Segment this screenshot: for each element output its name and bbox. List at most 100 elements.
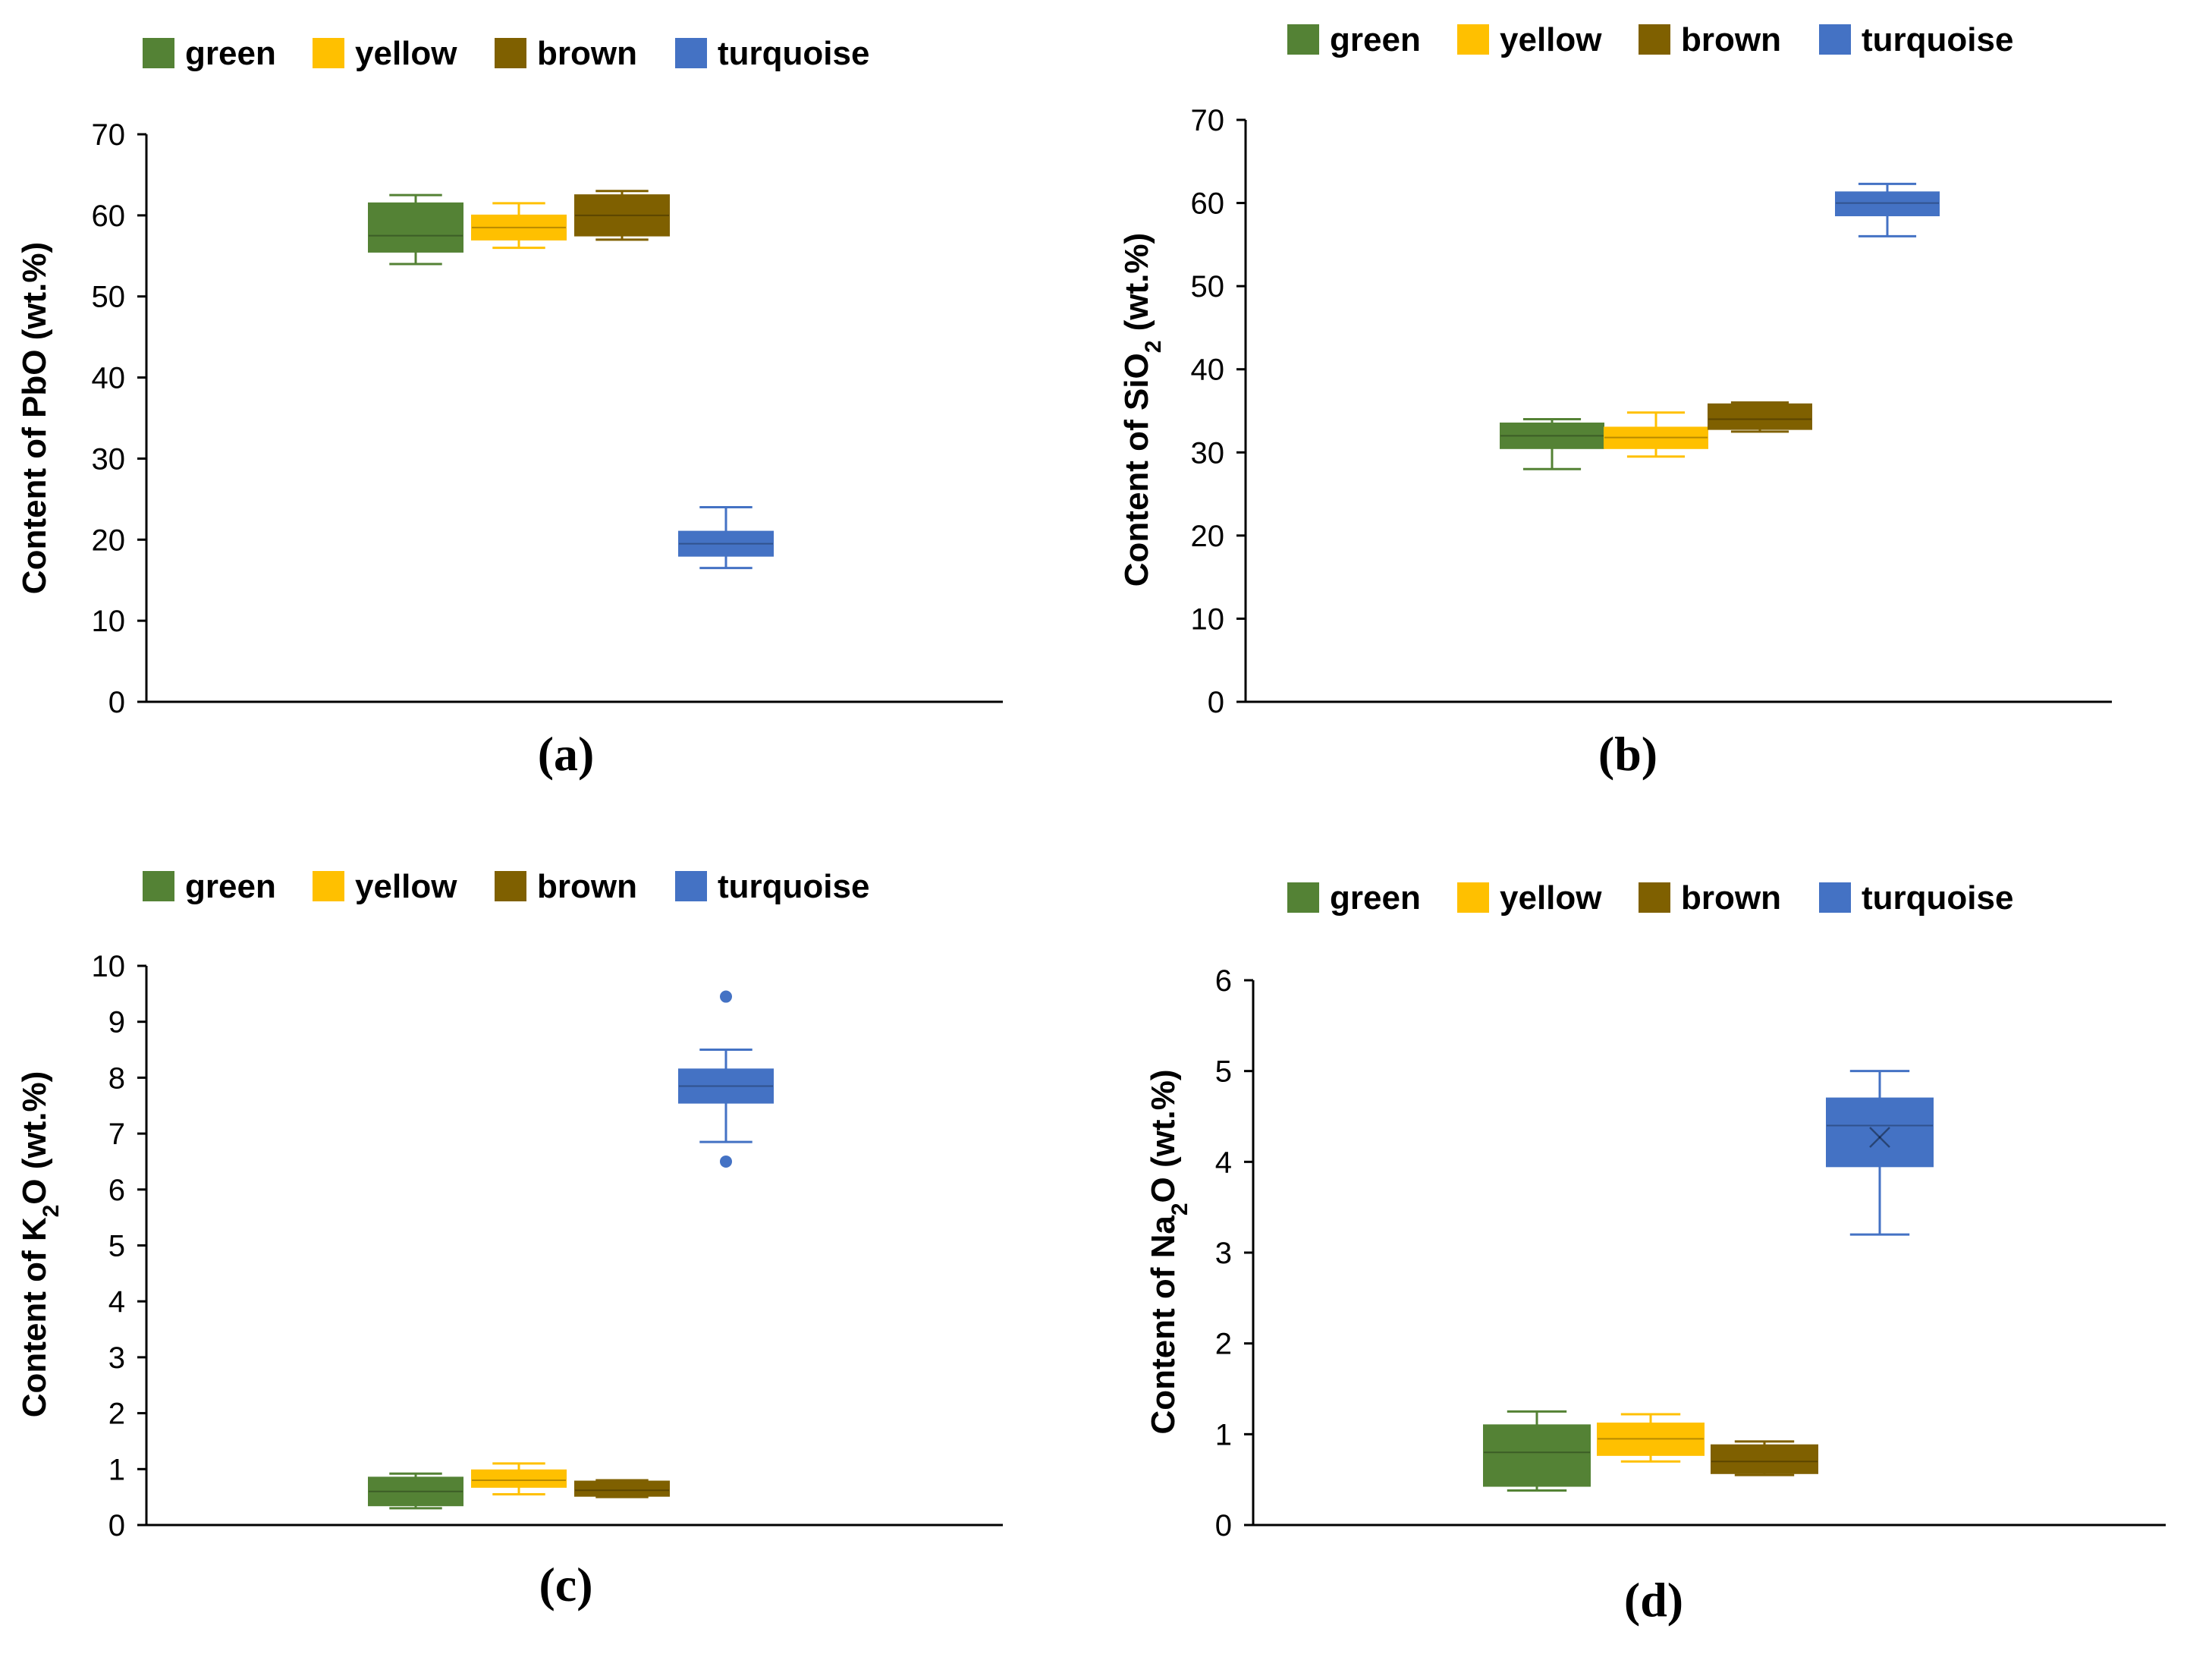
y-axis-title-main: Content of Na — [1145, 1215, 1182, 1435]
box-yellow — [1604, 411, 1708, 458]
box-body — [1597, 1422, 1705, 1456]
y-tick-label: 50 — [1191, 270, 1225, 303]
box-body — [368, 1476, 463, 1507]
y-tick-label: 6 — [1215, 964, 1232, 998]
legend-label: green — [1330, 879, 1421, 917]
y-tick-label: 1 — [1215, 1418, 1232, 1451]
y-tick-label: 0 — [108, 1509, 125, 1542]
y-tick-label: 70 — [92, 118, 126, 152]
legend-label: turquoise — [1862, 879, 2013, 917]
box-turquoise — [678, 990, 774, 1168]
legend: green yellow brown turquoise — [143, 35, 869, 72]
legend-label: turquoise — [718, 868, 869, 905]
box-body — [1500, 422, 1604, 449]
box-yellow — [471, 1462, 567, 1495]
y-tick-label: 2 — [1215, 1328, 1232, 1361]
chart-panel: green yellow brown turquoise 0 1 2 3 4 5 6 Content … — [1145, 879, 2166, 1627]
outlier-point — [720, 990, 732, 1003]
y-axis-title-unit: (wt.%) — [16, 242, 53, 350]
legend-swatch — [1819, 882, 1851, 913]
box-green — [368, 1472, 463, 1510]
y-tick-label: 70 — [1191, 104, 1225, 137]
legend: green yellow brown turquoise — [1287, 879, 2013, 917]
box-body — [1711, 1444, 1818, 1474]
panel-label: (b) — [1598, 727, 1657, 781]
y-tick-label: 10 — [1191, 602, 1225, 636]
box-body — [1483, 1424, 1591, 1487]
y-tick-label: 3 — [1215, 1237, 1232, 1270]
y-tick-label: 40 — [92, 362, 126, 395]
mean-marker — [1869, 1127, 1890, 1148]
legend-swatch — [143, 871, 174, 901]
y-axis-title: Content of SiO2 (wt.%) — [1118, 233, 1166, 586]
y-tick-label: 1 — [108, 1453, 125, 1486]
legend-label: yellow — [355, 868, 457, 905]
legend-label: green — [1330, 21, 1421, 58]
y-axis-title-subscript: 2 — [1167, 1203, 1192, 1215]
legend-swatch — [675, 38, 707, 68]
mean-marker — [1869, 1127, 1890, 1148]
y-tick-label: 0 — [1208, 686, 1224, 719]
legend-label: green — [185, 868, 276, 905]
y-axis-title: Content of Na2O (wt.%) — [1145, 1069, 1192, 1434]
box-body — [678, 1068, 774, 1104]
y-tick-label: 7 — [108, 1118, 125, 1151]
legend-swatch — [143, 38, 174, 68]
box-body — [368, 202, 463, 253]
outlier-point — [720, 1155, 732, 1168]
chart-panel: green yellow brown turquoise 0 1 2 3 4 5 6 7 8 9 10 Con… — [16, 868, 1003, 1612]
legend-swatch — [495, 38, 526, 68]
box-yellow — [1597, 1413, 1705, 1463]
box-yellow — [471, 202, 567, 250]
box-brown — [1708, 401, 1812, 433]
y-tick-label: 0 — [108, 686, 125, 719]
panel-label: (c) — [539, 1558, 592, 1612]
legend-label: yellow — [355, 35, 457, 72]
box-body — [471, 1469, 567, 1488]
legend-label: turquoise — [1862, 21, 2013, 58]
legend-swatch — [1287, 882, 1319, 913]
y-tick-label: 6 — [108, 1174, 125, 1207]
box-body — [1604, 426, 1708, 449]
legend-swatch — [495, 871, 526, 901]
y-tick-label: 20 — [92, 524, 126, 557]
y-axis-title-main: Content of K — [16, 1217, 53, 1417]
y-tick-label: 20 — [1191, 520, 1225, 553]
y-axis-title-unit: (wt.%) — [1118, 233, 1155, 341]
y-axis-title-subscript: 2 — [1141, 341, 1166, 354]
box-body — [574, 1480, 670, 1497]
y-tick-label: 8 — [108, 1061, 125, 1095]
legend-label: yellow — [1500, 879, 1602, 917]
y-axis-title-unit: O (wt.%) — [1145, 1069, 1182, 1203]
y-tick-label: 4 — [1215, 1146, 1232, 1179]
legend-swatch — [313, 38, 344, 68]
legend-swatch — [675, 871, 707, 901]
panel-label: (d) — [1624, 1573, 1683, 1627]
box-brown — [574, 190, 670, 241]
box-brown — [1711, 1440, 1818, 1476]
legend-swatch — [1457, 24, 1489, 55]
y-axis-title-main: Content of PbO — [16, 350, 53, 595]
box-body — [678, 530, 774, 557]
y-tick-label: 5 — [1215, 1055, 1232, 1089]
y-tick-label: 60 — [1191, 187, 1225, 221]
y-tick-label: 3 — [108, 1341, 125, 1375]
y-axis-title-subscript: 2 — [39, 1205, 64, 1218]
y-tick-label: 10 — [92, 950, 126, 983]
legend-swatch — [1457, 882, 1489, 913]
panel-label: (a) — [538, 727, 595, 781]
box-body — [574, 194, 670, 237]
box-turquoise — [1835, 182, 1940, 237]
legend-label: brown — [537, 35, 637, 72]
box-body — [1835, 191, 1940, 217]
box-green — [1483, 1410, 1591, 1492]
box-turquoise — [678, 506, 774, 570]
y-axis-title: Content of K2O (wt.%) — [16, 1071, 64, 1418]
box-brown — [574, 1479, 670, 1498]
box-turquoise — [1826, 1070, 1934, 1236]
legend-swatch — [1287, 24, 1319, 55]
chart-panel: green yellow brown turquoise 0 10 20 30 40 50 60 70… — [16, 35, 1003, 781]
legend-label: brown — [537, 868, 637, 905]
y-tick-label: 30 — [1191, 436, 1225, 470]
